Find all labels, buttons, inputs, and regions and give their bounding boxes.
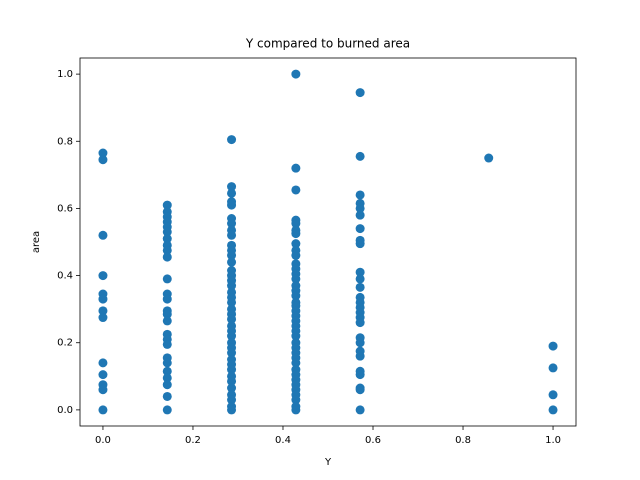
point <box>484 153 494 163</box>
point <box>291 239 301 249</box>
point <box>227 281 237 291</box>
point <box>227 188 237 198</box>
point <box>162 294 172 304</box>
point <box>98 306 108 316</box>
point <box>291 69 301 79</box>
point <box>227 383 237 393</box>
y-tick-label: 0.2 <box>57 338 73 349</box>
point <box>227 200 237 210</box>
point <box>548 390 558 400</box>
y-tick-label: 1.0 <box>57 69 73 80</box>
y-tick-label: 0.6 <box>57 203 73 214</box>
point <box>162 391 172 401</box>
point <box>162 252 172 262</box>
point <box>98 405 108 415</box>
point <box>291 291 301 301</box>
point <box>227 230 237 240</box>
point <box>227 297 237 307</box>
point <box>162 200 172 210</box>
point <box>355 210 365 220</box>
point <box>291 331 301 341</box>
point <box>355 370 365 380</box>
x-tick-label: 1.0 <box>545 435 561 446</box>
point <box>227 365 237 375</box>
point <box>227 395 237 405</box>
point <box>98 370 108 380</box>
point <box>355 385 365 395</box>
point <box>162 358 172 368</box>
point <box>162 245 172 255</box>
point <box>162 405 172 415</box>
point <box>355 267 365 277</box>
point <box>355 88 365 98</box>
point <box>162 234 172 244</box>
point <box>355 190 365 200</box>
point <box>291 274 301 284</box>
y-tick-label: 0.4 <box>57 271 73 282</box>
point <box>291 405 301 415</box>
x-tick-label: 0.8 <box>455 435 471 446</box>
point <box>227 135 237 145</box>
point <box>227 257 237 267</box>
point <box>355 151 365 161</box>
point <box>291 219 301 229</box>
point <box>548 405 558 415</box>
point <box>162 316 172 326</box>
point <box>291 229 301 239</box>
point <box>98 294 108 304</box>
point <box>227 331 237 341</box>
point <box>98 358 108 368</box>
y-axis-label: area <box>31 231 42 253</box>
point <box>162 380 172 390</box>
point <box>355 274 365 284</box>
point <box>548 341 558 351</box>
point <box>355 351 365 361</box>
y-tick-label: 0.0 <box>57 405 73 416</box>
x-tick-label: 0.2 <box>185 435 201 446</box>
point <box>291 358 301 368</box>
axes-frame <box>79 57 577 427</box>
point <box>98 230 108 240</box>
point <box>227 314 237 324</box>
point <box>98 155 108 165</box>
point <box>227 250 237 260</box>
point <box>291 185 301 195</box>
point <box>291 163 301 173</box>
point <box>162 274 172 284</box>
point <box>227 348 237 358</box>
point <box>227 376 237 386</box>
point <box>355 203 365 213</box>
x-tick-label: 0.6 <box>365 435 381 446</box>
point <box>98 385 108 395</box>
point <box>227 219 237 229</box>
y-tick-label: 0.8 <box>57 136 73 147</box>
x-tick-label: 0.4 <box>275 435 291 446</box>
chart-title: Y compared to burned area <box>245 37 410 51</box>
point <box>355 405 365 415</box>
point <box>162 373 172 383</box>
point <box>355 282 365 292</box>
point <box>227 405 237 415</box>
point <box>162 339 172 349</box>
point <box>162 227 172 237</box>
point <box>355 224 365 234</box>
point <box>98 313 108 323</box>
x-tick-label: 0.0 <box>95 435 111 446</box>
point <box>162 309 172 319</box>
point <box>355 318 365 328</box>
point <box>98 271 108 281</box>
point <box>355 239 365 249</box>
point <box>227 182 237 192</box>
x-axis-label: Y <box>324 457 332 468</box>
point <box>98 148 108 158</box>
point <box>548 363 558 373</box>
point <box>291 250 301 260</box>
point <box>355 338 365 348</box>
point <box>291 395 301 405</box>
point <box>162 366 172 376</box>
